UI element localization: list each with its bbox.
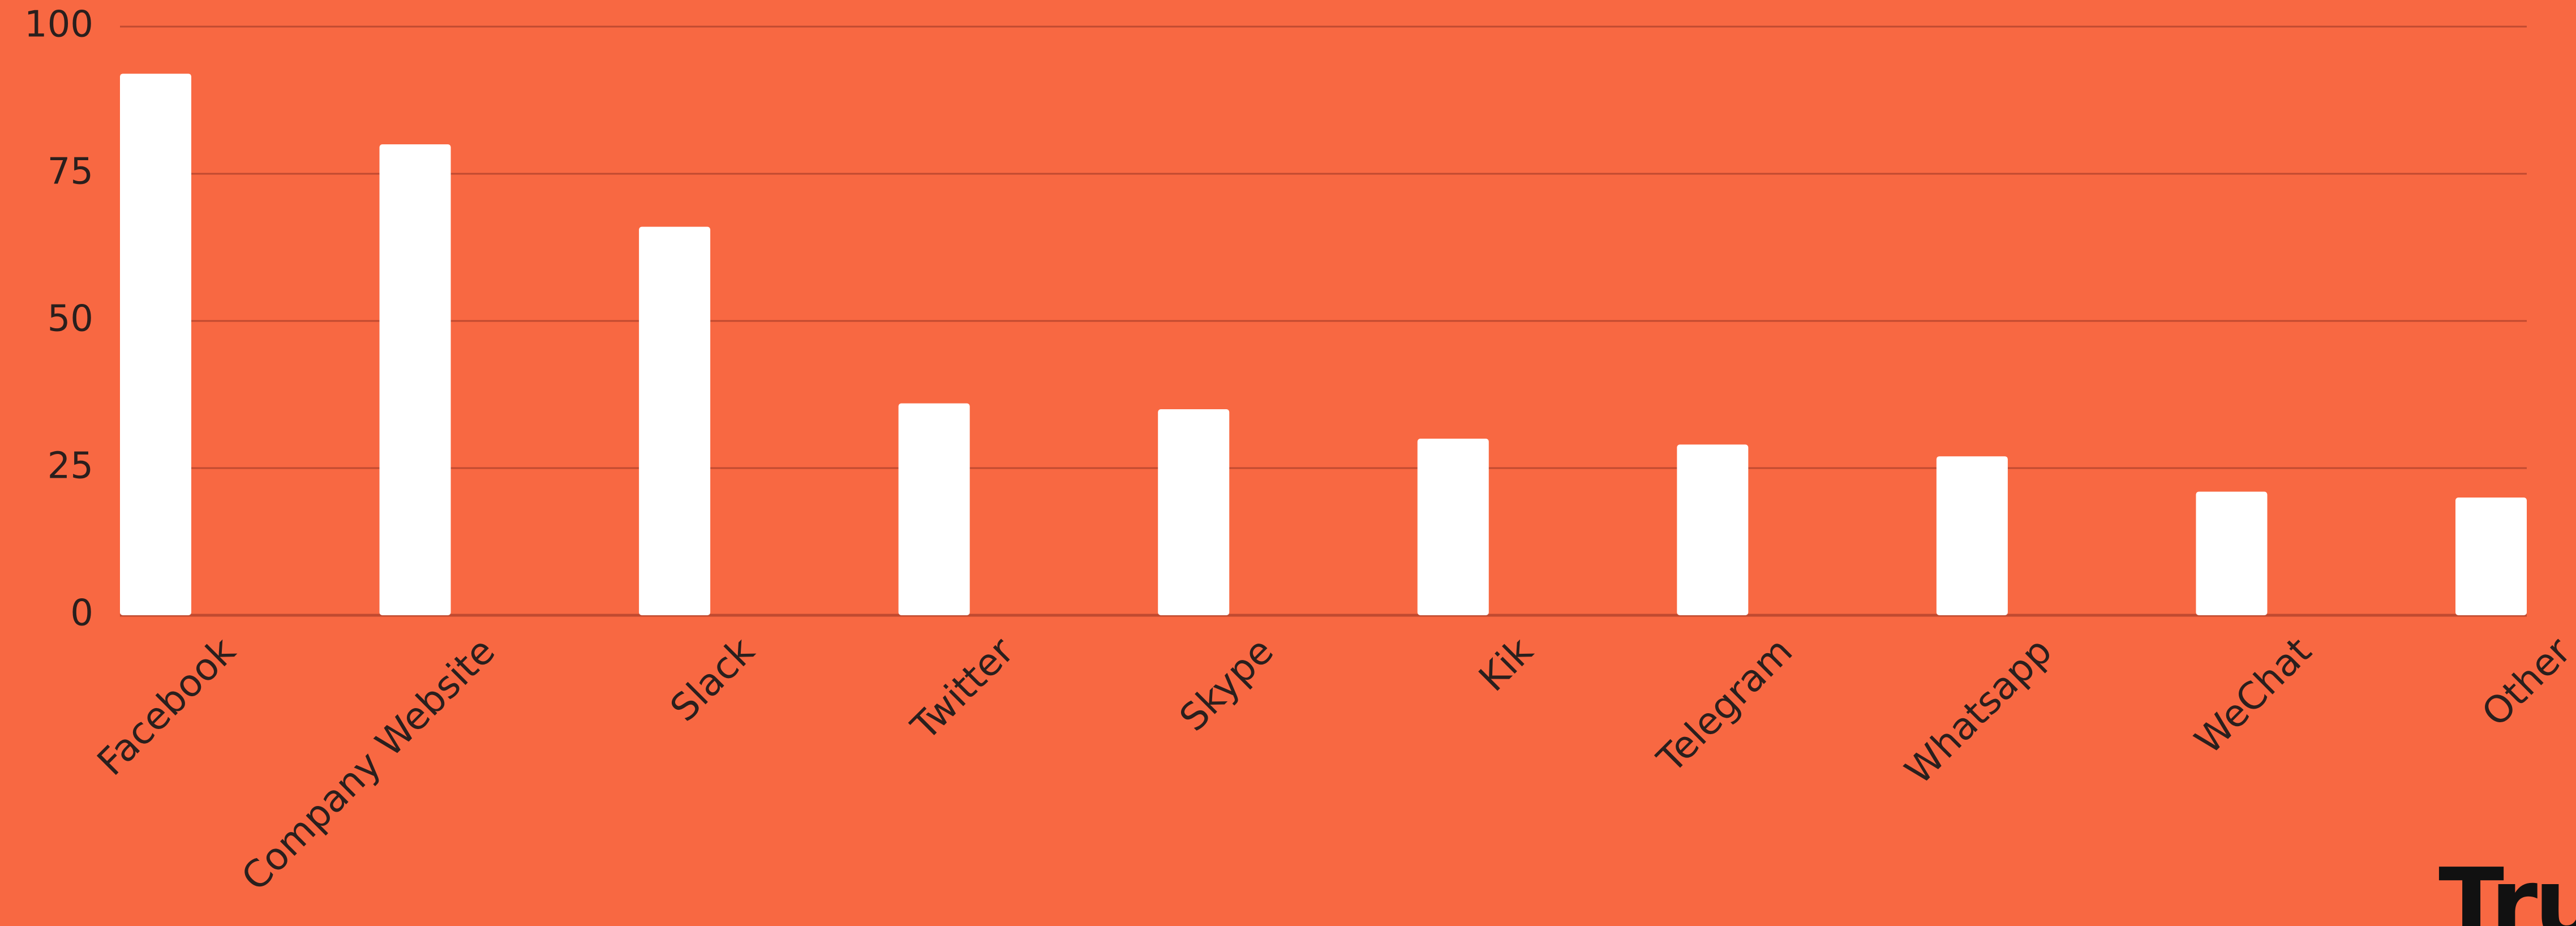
bars bbox=[120, 74, 2527, 616]
bar bbox=[1677, 444, 1749, 615]
bar bbox=[639, 226, 711, 616]
y-tick-label: 25 bbox=[48, 445, 93, 487]
y-axis-ticks: 0 25 50 75 100 bbox=[24, 4, 93, 635]
bar bbox=[120, 74, 191, 615]
y-tick-label: 100 bbox=[24, 4, 93, 46]
y-tick-label: 0 bbox=[70, 593, 93, 635]
bar bbox=[1936, 456, 2008, 615]
y-tick-label: 75 bbox=[48, 151, 93, 193]
brand-logo-text: TruC bbox=[2438, 848, 2576, 926]
gridlines bbox=[120, 25, 2527, 617]
bar bbox=[379, 144, 451, 615]
bar bbox=[2196, 491, 2268, 615]
bar bbox=[898, 403, 970, 615]
bar bbox=[1158, 409, 1230, 615]
bar bbox=[1417, 439, 1489, 615]
y-tick-label: 50 bbox=[48, 298, 93, 340]
bar bbox=[2455, 498, 2527, 615]
